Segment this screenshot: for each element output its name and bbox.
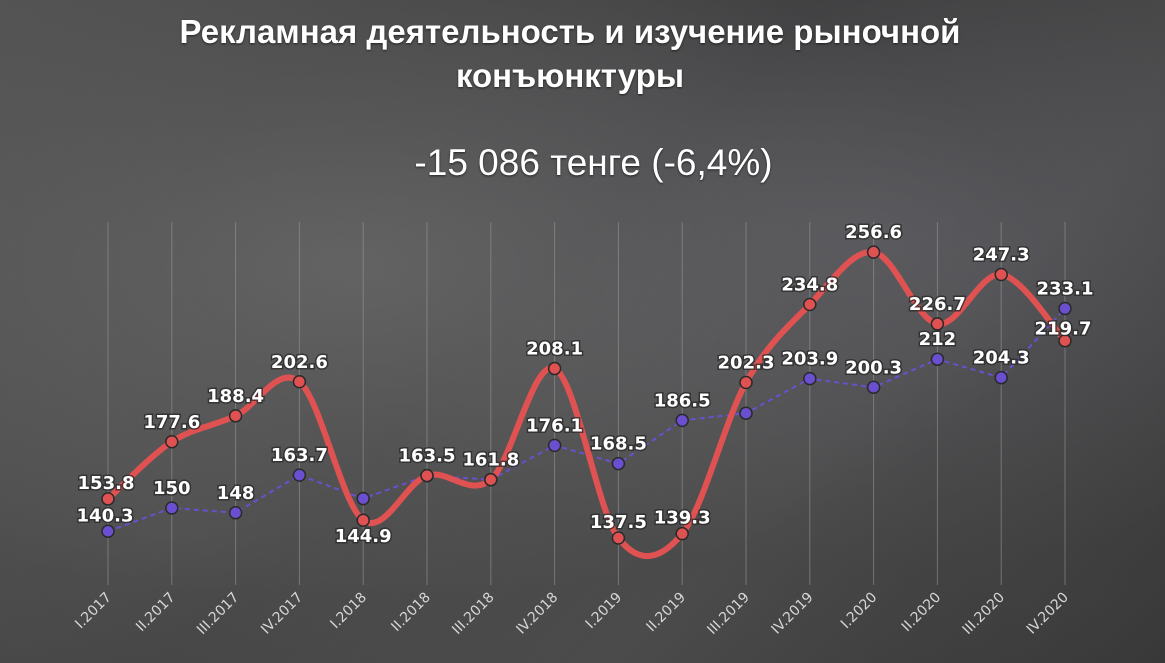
data-label-s1-1: 150 <box>153 478 191 499</box>
point-previous-2 <box>228 506 243 520</box>
point-previous-3 <box>292 468 307 482</box>
data-label-s1-3: 163.7 <box>271 445 328 466</box>
data-label-s0-1: 177.6 <box>143 412 200 433</box>
data-label-s0-12: 256.6 <box>845 222 902 243</box>
point-current-14 <box>994 267 1008 282</box>
data-label-s0-14: 247.3 <box>973 244 1030 265</box>
data-label-s0-11: 234.8 <box>781 274 838 295</box>
series-previous-line <box>107 307 1066 533</box>
data-label-s0-9: 139.3 <box>654 508 711 529</box>
point-previous-15 <box>1058 301 1072 316</box>
data-label-s0-8: 137.5 <box>590 512 647 533</box>
point-current-5 <box>420 468 434 483</box>
x-tick-label-12: I.2020 <box>838 590 881 633</box>
point-previous-11 <box>803 371 817 386</box>
data-label-s1-15: 233.1 <box>1037 279 1094 300</box>
point-previous-14 <box>994 370 1008 385</box>
point-current-7 <box>547 361 562 376</box>
x-tick-label-1: II.2017 <box>133 590 178 635</box>
point-current-11 <box>803 297 817 312</box>
x-tick-label-8: I.2019 <box>583 590 626 633</box>
data-label-s0-0: 153.8 <box>78 473 135 494</box>
x-tick-label-15: IV.2020 <box>1024 590 1072 638</box>
point-current-10 <box>739 375 753 390</box>
data-label-s1-2: 148 <box>217 483 255 504</box>
data-label-s1-13: 212 <box>919 329 957 350</box>
data-label-s1-11: 203.9 <box>781 349 838 370</box>
data-label-s0-7: 208.1 <box>526 339 583 360</box>
x-tick-label-3: IV.2017 <box>258 590 306 638</box>
data-label-s0-2: 188.4 <box>207 386 264 407</box>
chart-title: Рекламная деятельность и изучение рыночн… <box>179 13 961 94</box>
point-previous-8 <box>611 456 626 471</box>
data-label-s0-3: 202.6 <box>271 352 328 373</box>
point-previous-10 <box>739 406 753 420</box>
x-tick-label-2: III.2017 <box>194 590 242 638</box>
data-label-s1-9: 186.5 <box>654 390 711 411</box>
data-label-s1-7: 176.1 <box>526 415 583 436</box>
x-tick-label-9: II.2019 <box>644 590 689 635</box>
point-current-1 <box>165 435 179 449</box>
point-current-12 <box>866 245 881 259</box>
point-previous-13 <box>930 352 945 366</box>
data-label-s0-6: 161.8 <box>462 450 519 471</box>
x-tick-label-0: I.2017 <box>72 590 115 633</box>
x-tick-label-4: I.2018 <box>327 590 370 633</box>
point-current-15 <box>1058 333 1072 348</box>
point-current-4 <box>356 513 370 527</box>
point-previous-12 <box>866 380 881 395</box>
point-previous-0 <box>101 524 115 539</box>
point-current-2 <box>228 409 243 423</box>
x-tick-label-7: IV.2018 <box>513 590 561 638</box>
x-tick-label-11: IV.2019 <box>769 590 817 638</box>
x-tick-label-6: III.2018 <box>449 590 497 638</box>
data-label-s0-5: 163.5 <box>399 446 456 467</box>
point-previous-1 <box>165 501 179 515</box>
point-current-9 <box>675 526 689 541</box>
data-label-s0-15: 219.7 <box>1035 319 1092 340</box>
data-label-s0-4: 144.9 <box>335 526 392 547</box>
x-tick-label-10: III.2019 <box>704 590 752 638</box>
data-label-s0-10: 202.3 <box>718 352 775 373</box>
data-label-s0-13: 226.7 <box>909 294 966 315</box>
point-current-13 <box>930 317 945 331</box>
point-current-6 <box>484 472 498 487</box>
data-label-s1-12: 200.3 <box>845 357 902 378</box>
x-tick-label-14: III.2020 <box>960 590 1008 638</box>
point-current-8 <box>611 531 626 545</box>
point-current-0 <box>101 492 115 506</box>
series-current-line <box>105 249 1068 559</box>
point-previous-7 <box>547 438 562 453</box>
point-current-3 <box>292 375 307 389</box>
point-previous-4 <box>356 491 370 506</box>
data-label-s1-8: 168.5 <box>590 434 647 455</box>
x-tick-label-5: II.2018 <box>388 590 433 635</box>
data-label-s1-14: 204.3 <box>973 348 1030 369</box>
data-label-s1-0: 140.3 <box>77 505 134 526</box>
x-tick-label-13: II.2020 <box>899 590 944 635</box>
point-previous-9 <box>675 413 689 428</box>
chart-subtitle: -15 086 тенге (-6,4%) <box>414 142 773 183</box>
